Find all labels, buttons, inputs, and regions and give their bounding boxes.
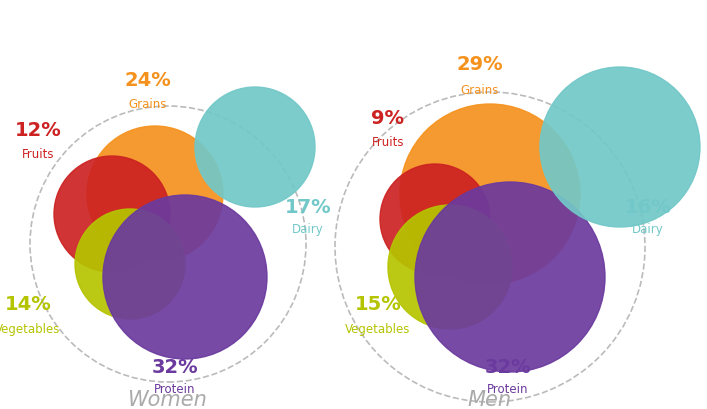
Text: Dairy: Dairy xyxy=(632,223,664,236)
Text: Vegetables: Vegetables xyxy=(0,323,61,336)
Text: 14%: 14% xyxy=(5,295,52,314)
Text: 12%: 12% xyxy=(15,120,62,139)
Text: Men: Men xyxy=(468,389,512,409)
Text: 15%: 15% xyxy=(355,295,402,314)
Text: 29%: 29% xyxy=(457,55,503,74)
Circle shape xyxy=(54,157,170,272)
Text: Vegetables: Vegetables xyxy=(345,323,411,336)
Text: 24%: 24% xyxy=(124,70,171,89)
Text: 16%: 16% xyxy=(624,198,672,217)
Text: 32%: 32% xyxy=(152,357,198,377)
Circle shape xyxy=(87,127,223,262)
Text: 9%: 9% xyxy=(371,108,404,127)
Circle shape xyxy=(195,88,315,207)
Text: Protein: Protein xyxy=(154,382,196,396)
Text: Women: Women xyxy=(128,389,208,409)
Circle shape xyxy=(380,164,490,274)
Text: Fruits: Fruits xyxy=(22,148,54,161)
Text: 17%: 17% xyxy=(285,198,332,217)
Circle shape xyxy=(400,105,580,284)
Text: Grains: Grains xyxy=(129,98,167,111)
Circle shape xyxy=(415,182,605,372)
Text: Grains: Grains xyxy=(461,83,499,96)
Circle shape xyxy=(388,205,512,329)
Circle shape xyxy=(540,68,700,227)
Circle shape xyxy=(103,196,267,359)
Text: Protein: Protein xyxy=(487,382,529,396)
Text: Dairy: Dairy xyxy=(292,223,324,236)
Text: Fruits: Fruits xyxy=(372,136,404,149)
Text: 32%: 32% xyxy=(485,357,532,377)
Circle shape xyxy=(75,209,185,319)
